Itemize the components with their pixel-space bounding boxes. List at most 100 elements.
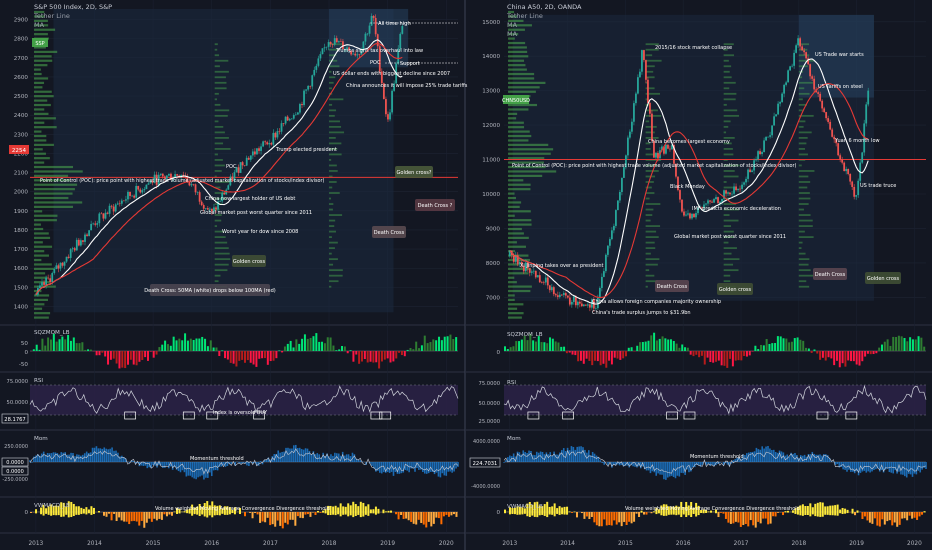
right-volume-profile-bar [508,165,546,169]
right-vwmacd-bar [623,512,626,522]
left-vwmacd-bar [145,512,148,523]
left-sqz-bar [329,337,332,351]
right-candle [631,121,633,132]
right-volume-profile-bar [645,219,651,222]
right-vwmacd-bar [585,512,588,517]
right-sqz-bar [672,340,675,351]
left-vwmacd-bar [143,512,146,528]
right-candle [811,76,814,79]
right-volume-profile-bar [508,227,522,231]
right-vwmacd-bar [886,512,889,522]
left-vwmacd-bar [271,512,274,525]
left-sqz-bar [455,337,458,351]
right-volume-profile-bar [798,241,803,244]
right-volume-profile-bar [798,258,810,261]
left-volume-profile-bar [34,50,58,53]
right-volume-profile-bar [723,241,729,244]
left-candle [194,184,197,193]
left-sqz-bar [52,333,55,351]
left-mom-badge-bg [1,466,29,476]
left-year-tick: 2016 [204,541,219,547]
right-volume-profile-bar [508,161,544,164]
left-candle [120,200,123,204]
left-candle [145,184,148,190]
left-vwmacd-bar [322,510,325,513]
left-sqz-bar [281,351,284,353]
right-candle [707,200,709,204]
left-volume-profile-bar [329,148,338,150]
left-volume-profile-bar [329,43,344,46]
right-sqz-bar [681,344,684,351]
left-candle [168,173,170,176]
left-vwmacd-bar [90,506,93,515]
right-vwmacd-bar [504,509,506,514]
right-year-tick: 2016 [676,541,691,547]
right-vwmacd-bar [531,504,534,516]
right-sqz-bar [889,345,892,351]
right-sqz-bar [872,351,875,355]
left-vwmacd-bar [198,503,201,517]
right-candle [819,93,822,101]
left-volume-profile-bar [214,54,220,57]
left-vwmacd-bar [186,509,189,514]
right-candle [715,197,717,200]
right-volume-profile-bar [508,148,554,151]
right-vwmacd-bar [791,510,794,513]
left-vwmacd-bar [40,507,43,515]
left-sqz-bar [298,343,301,351]
right-volume-profile-bar [723,131,727,134]
left-vwmacd-bar [221,508,224,514]
right-vwmacd-bar [826,506,829,515]
right-candle [556,295,559,297]
left-vwmacd-bar [50,504,53,516]
right-volume-profile-bar [723,148,733,150]
right-candle [817,92,820,94]
left-vwmacd-bar [35,509,38,514]
left-candle [327,42,330,47]
left-candle [202,205,205,209]
left-volume-profile-bar [329,274,343,277]
right-candle [865,104,868,124]
left-vwmacd-bar [347,503,350,517]
right-candle [803,50,806,53]
left-sqz-bar [161,344,164,351]
left-candle [264,141,267,143]
left-sqz-bar [215,347,218,351]
right-vwmacd-bar [772,512,775,517]
left-vwmacd-bar [415,512,418,525]
left-volume-profile-bar [214,159,223,161]
left-volume-profile-bar [214,114,228,117]
right-volume-profile-bar [723,164,740,167]
right-sqz-bar [729,351,732,359]
left-volume-profile-bar [214,131,225,134]
right-vwmacd-bar [739,512,742,527]
right-candle [857,180,860,196]
left-sqz-bar [420,345,423,351]
right-rsi-tick: 50.0000 [479,401,500,407]
left-vwmacd-bar [405,512,408,519]
left-sqz-bar [406,349,409,351]
left-candle [208,208,211,210]
left-sqz-bar [35,344,38,351]
right-volume-profile-bar [508,214,515,217]
right-candle [743,182,745,185]
right-sqz-bar [903,337,906,351]
right-sqz-bar [743,351,746,357]
right-candle [685,214,687,216]
right-volume-profile-bar [798,87,805,90]
left-candle [325,46,328,48]
left-vwmacd-bar [332,506,335,515]
left-sqz-bar [115,351,118,364]
right-vwmacd-bar [575,512,578,518]
right-vwmacd-bar [630,512,633,524]
right-ann-poc-long: Point of Control (POC): price point with… [512,163,796,169]
right-vwmacd-bar [784,511,787,513]
left-volume-profile-bar [34,281,51,284]
left-sqz-bar [369,351,372,362]
left-candle [319,54,322,59]
left-volume-profile-bar [214,269,228,272]
right-vwmacd-bar [868,512,871,523]
right-volume-profile-bar [723,247,737,250]
left-ann-quarter: Global market post worst quarter since 2… [200,210,312,216]
